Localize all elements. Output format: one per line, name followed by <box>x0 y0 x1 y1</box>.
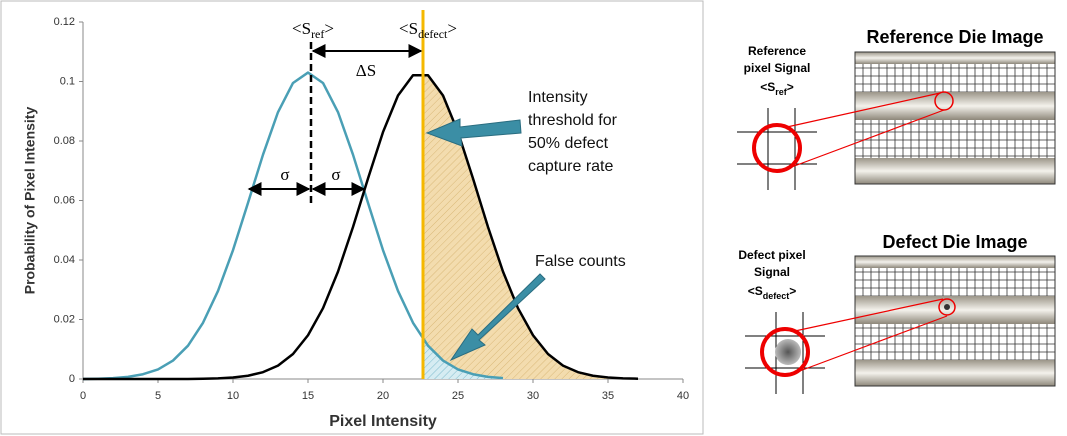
symbol-sub: ref <box>775 87 788 97</box>
x-tick-label: 35 <box>602 390 614 402</box>
signal-label: Defect pixel <box>738 248 805 262</box>
callout-arrow <box>425 118 522 147</box>
zoom-link <box>786 92 941 128</box>
delta-s: ΔS <box>356 61 376 80</box>
zoom-link <box>794 298 944 332</box>
symbol: <Sref> <box>760 80 794 97</box>
y-axis-label: Probability of Pixel Intensity <box>22 107 38 295</box>
y-tick-label: 0.02 <box>54 313 75 325</box>
sigma: σ <box>331 165 340 184</box>
stripe <box>855 360 1055 386</box>
symbol-sub: defect <box>763 291 790 301</box>
y-tick-label: 0.08 <box>54 135 75 147</box>
y-tick-label: 0.1 <box>60 75 75 87</box>
threshold-note: capture rate <box>528 158 613 175</box>
symbol-prefix: <S <box>399 19 418 38</box>
threshold-note: Intensity <box>528 89 588 106</box>
x-tick-label: 5 <box>155 390 161 402</box>
source-circle <box>938 298 956 316</box>
symbol-suffix: > <box>787 80 794 94</box>
defect-dot <box>775 339 801 365</box>
chart-frame <box>0 0 704 435</box>
stripe <box>855 92 1055 120</box>
stripe <box>855 158 1055 184</box>
y-tick-label: 0 <box>69 373 75 385</box>
y-tick-label: 0.04 <box>54 254 75 266</box>
signal-label: Reference <box>748 44 806 58</box>
x-tick-label: 25 <box>452 390 464 402</box>
chart: 0 0.02 0.04 0.06 0.08 0.1 0.12 0 5 10 15 20 25 30 35 40… <box>22 10 689 430</box>
symbol-suffix: > <box>789 284 796 298</box>
stripe <box>855 52 1055 64</box>
diagram: Reference Die Image Defect Die Image Refer… <box>737 27 1056 394</box>
symbol-prefix: <S <box>292 19 311 38</box>
symbol: <Sdefect> <box>748 284 797 301</box>
zoom-circle <box>760 327 810 377</box>
y-tick-label: 0.06 <box>54 194 75 206</box>
die-border <box>854 51 1056 185</box>
x-tick-label: 0 <box>80 390 86 402</box>
die-title: Reference Die Image <box>866 27 1043 47</box>
x-axis-label: Pixel Intensity <box>329 413 437 430</box>
symbol-suffix: > <box>324 19 334 38</box>
symbol-prefix: <S <box>760 80 775 94</box>
symbol-prefix: <S <box>748 284 763 298</box>
signal-label: pixel Signal <box>744 61 811 75</box>
curve <box>83 74 639 381</box>
symbol-sub: defect <box>418 27 448 41</box>
die-border <box>854 255 1056 387</box>
tail-area <box>423 75 638 379</box>
y-tick-label: 0.12 <box>54 16 75 28</box>
zoom-link <box>788 109 945 169</box>
die-title: Defect Die Image <box>882 232 1027 252</box>
source-circle <box>934 91 954 111</box>
stripe <box>855 256 1055 268</box>
callout-arrow <box>449 273 546 362</box>
x-tick-label: 15 <box>302 390 314 402</box>
zoom-circle <box>752 123 802 173</box>
false-counts: False counts <box>535 253 626 270</box>
signal-label: Signal <box>754 265 790 279</box>
sigma: σ <box>280 165 289 184</box>
symbol-suffix: > <box>447 19 457 38</box>
threshold-note: 50% defect <box>528 135 609 152</box>
symbol: <Sdefect> <box>399 19 457 41</box>
symbol: <Sref> <box>292 19 334 41</box>
x-tick-label: 40 <box>677 390 689 402</box>
x-tick-label: 30 <box>527 390 539 402</box>
symbol-sub: ref <box>311 27 324 41</box>
x-tick-label: 10 <box>227 390 239 402</box>
curve <box>82 71 504 381</box>
threshold-note: threshold for <box>528 112 618 129</box>
x-tick-label: 20 <box>377 390 389 402</box>
zoom-link <box>796 315 948 373</box>
tail-area <box>423 338 503 379</box>
defect-spot <box>944 304 950 310</box>
